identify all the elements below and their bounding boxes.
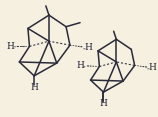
Text: H: H xyxy=(84,43,92,52)
Text: H: H xyxy=(77,61,85,70)
Text: ,,: ,, xyxy=(13,43,18,48)
Text: ,,: ,, xyxy=(82,45,86,50)
Text: ,,: ,, xyxy=(83,63,87,68)
Text: H: H xyxy=(30,84,38,92)
Text: H: H xyxy=(149,63,156,72)
Text: H: H xyxy=(100,99,107,108)
Text: ,,: ,, xyxy=(147,65,151,70)
Text: H: H xyxy=(7,42,15,51)
